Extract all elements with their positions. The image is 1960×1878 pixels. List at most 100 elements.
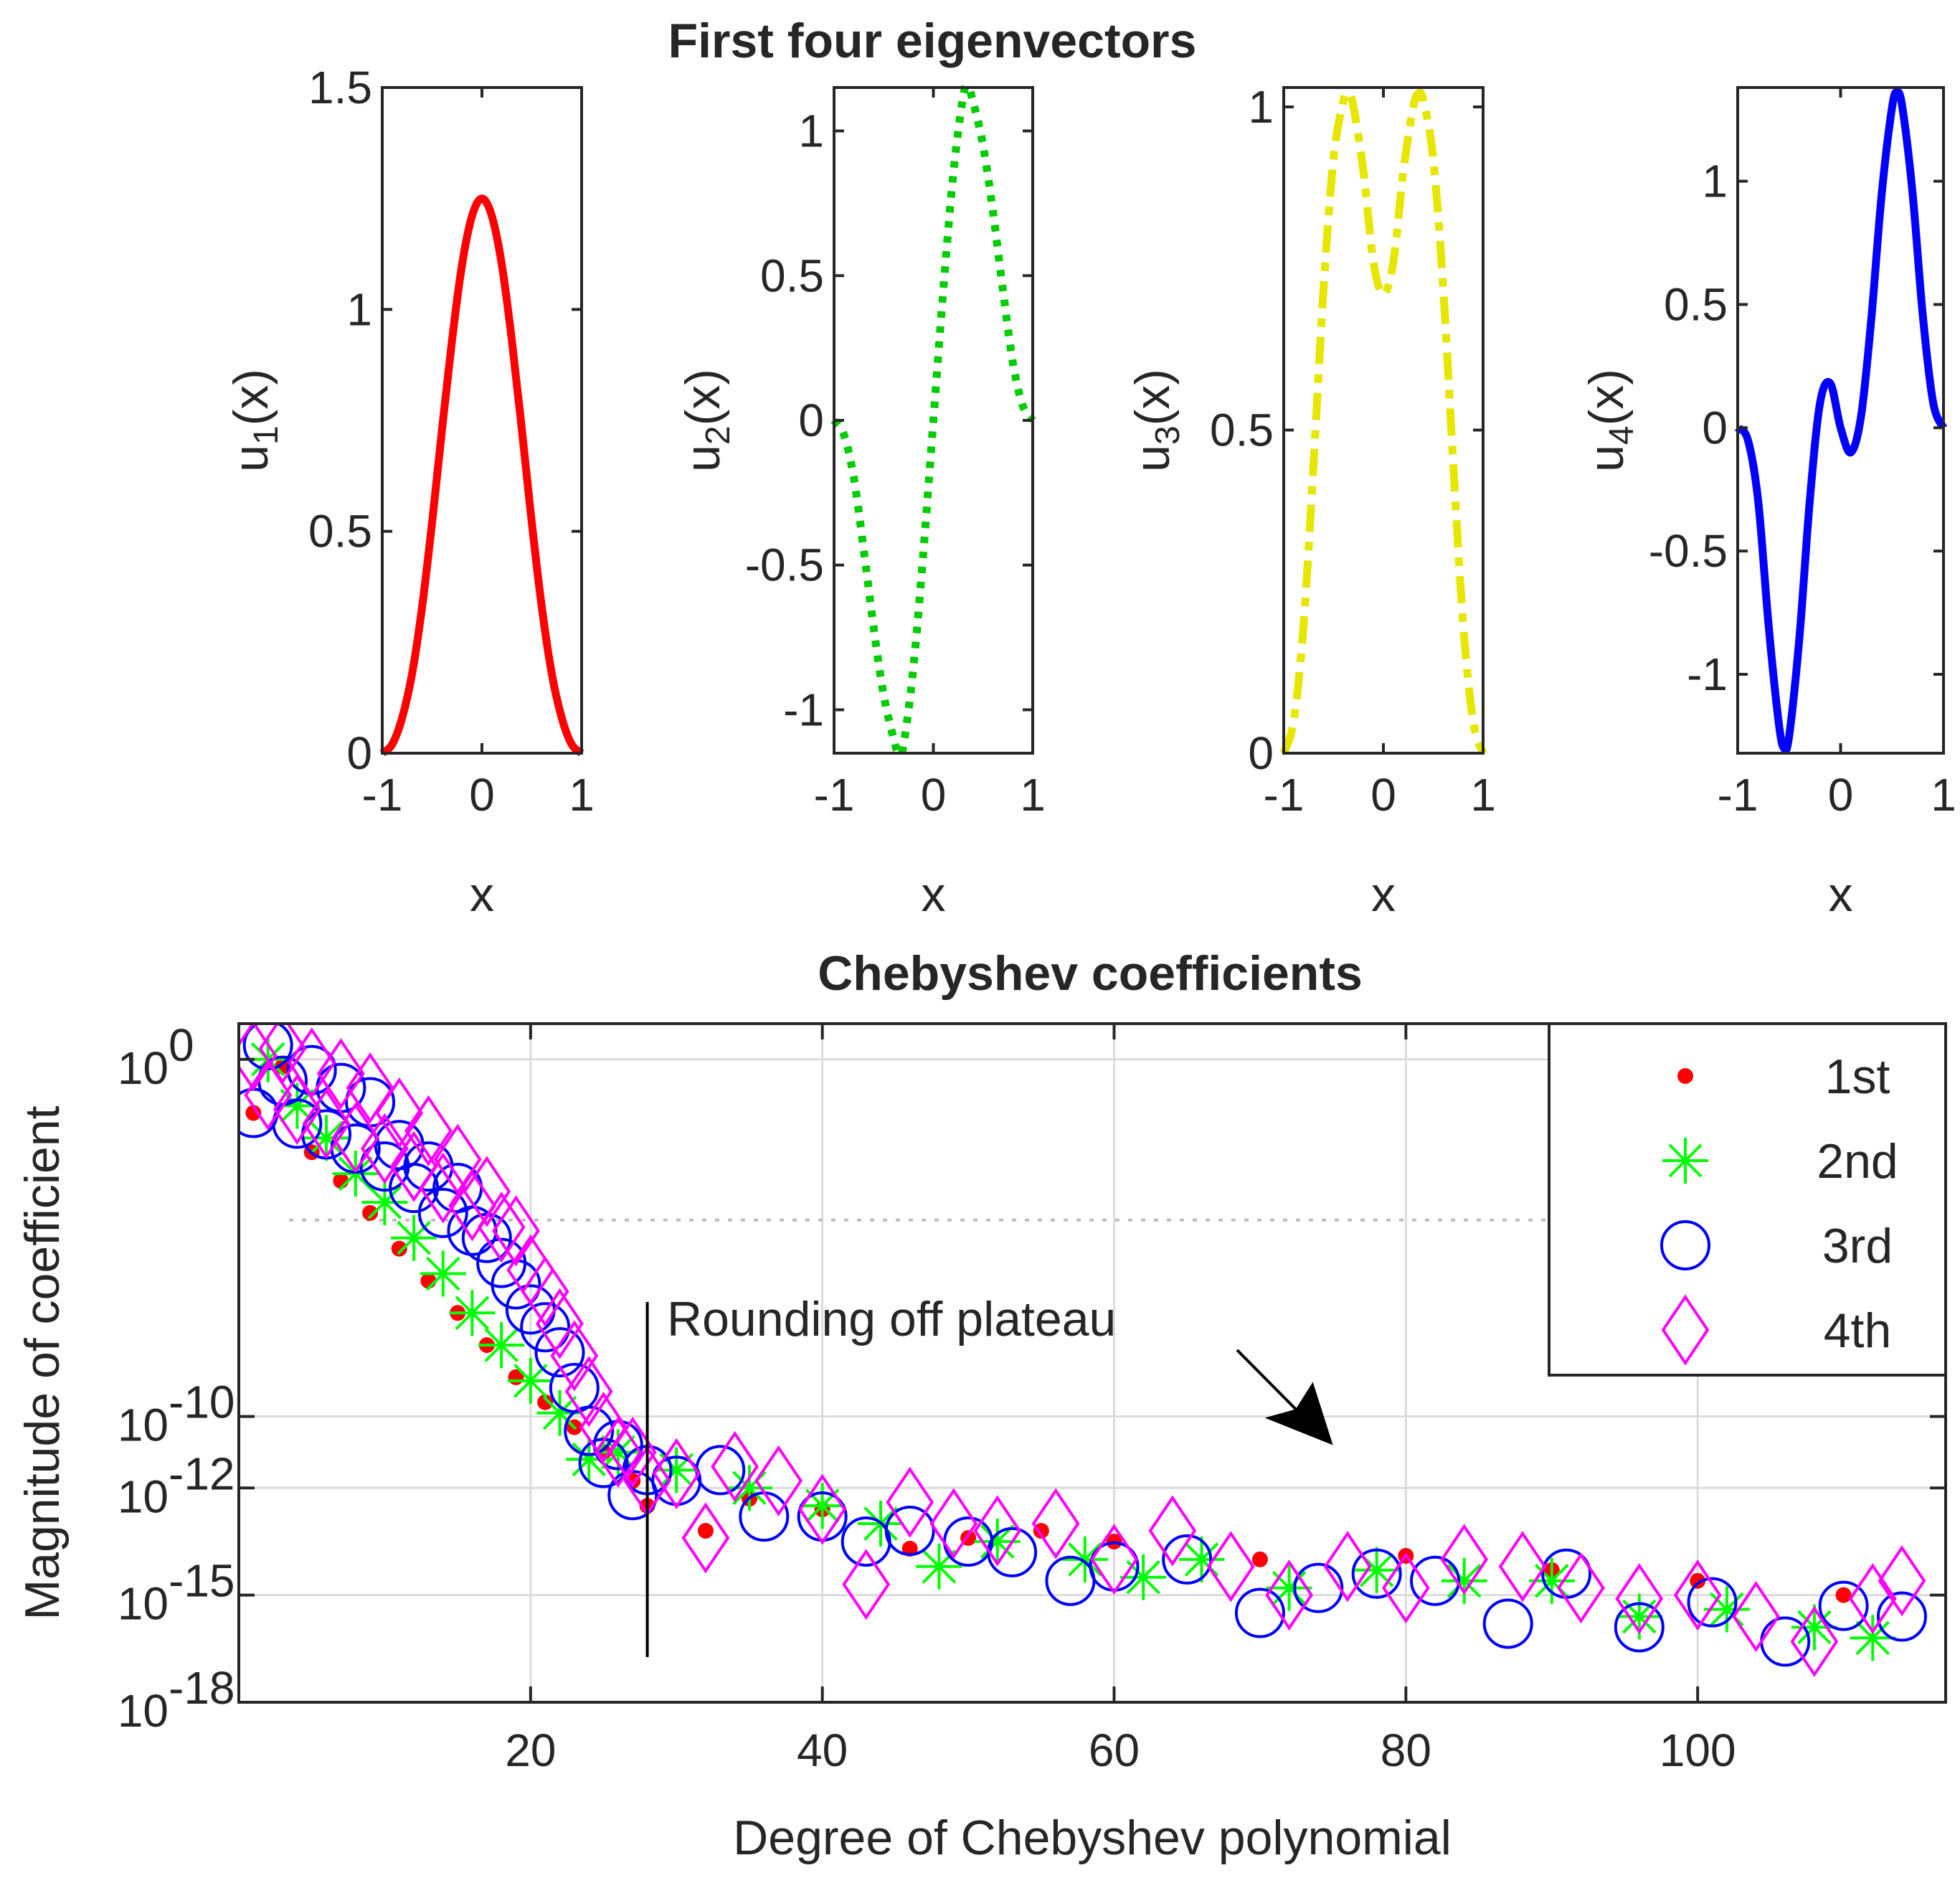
marker-4th — [244, 1060, 293, 1131]
legend-box — [1548, 1022, 1947, 1377]
marker-4th — [419, 1152, 468, 1224]
x-tick-label: 1 — [1470, 769, 1496, 821]
legend-label-1st: 1st — [1825, 1049, 1890, 1104]
marker-2nd — [303, 1115, 350, 1161]
eigenvectors-title: First four eigenvectors — [668, 14, 1197, 68]
marker-2nd — [449, 1290, 496, 1336]
marker-4th — [1206, 1531, 1255, 1603]
eigenvector-curve-u2 — [830, 82, 1036, 759]
y-tick-label: 0.5 — [308, 506, 372, 557]
marker-4th — [463, 1156, 511, 1227]
marker-3rd — [1293, 1562, 1344, 1613]
legend-marker-3rd — [1660, 1220, 1710, 1270]
eigenvector-curve-u4 — [1734, 88, 1948, 755]
annotation-text: Rounding off plateau — [667, 1292, 1116, 1346]
marker-2nd — [536, 1389, 583, 1436]
legend-label-2nd: 2nd — [1817, 1134, 1898, 1189]
marker-4th — [404, 1095, 453, 1166]
marker-2nd — [478, 1322, 525, 1369]
marker-2nd — [1703, 1586, 1750, 1633]
y-tick-label: 0 — [1248, 727, 1274, 779]
marker-2nd — [391, 1214, 437, 1261]
marker-4th — [1878, 1545, 1926, 1617]
legend-marker-1st — [1677, 1068, 1693, 1084]
y-tick-label: 10 — [118, 1578, 169, 1630]
y-axis-label: u4(x) — [1579, 369, 1641, 472]
y-tick-label: -0.5 — [1649, 525, 1728, 577]
x-tick-label: 0 — [921, 769, 947, 821]
marker-3rd — [520, 1302, 571, 1353]
marker-4th — [1790, 1605, 1839, 1677]
marker-layer — [239, 1024, 1927, 1677]
marker-4th — [361, 1113, 409, 1184]
marker-3rd — [534, 1327, 585, 1378]
marker-4th — [288, 1027, 336, 1099]
x-tick-label: -1 — [814, 769, 855, 821]
y-tick-label: 0.5 — [1210, 405, 1274, 456]
x-tick-label: 100 — [1660, 1724, 1736, 1776]
eigenvector-panel-4: -1 0 1 -1 -0.5 0 0.5 1 x u4(x) — [1579, 86, 1956, 922]
y-tick-label: 1.5 — [308, 62, 372, 113]
x-axis-label: Degree of Chebyshev polynomial — [733, 1811, 1452, 1865]
marker-4th — [258, 1024, 307, 1085]
marker-2nd — [1791, 1604, 1837, 1651]
y-tick-label: -0.5 — [745, 539, 824, 591]
eigenvector-curve-u3 — [1279, 88, 1487, 755]
marker-3rd — [1045, 1555, 1096, 1606]
marker-4th — [652, 1438, 701, 1509]
marker-2nd — [566, 1436, 612, 1483]
y-tick-label: -1 — [783, 684, 824, 735]
legend-label-3rd: 3rd — [1822, 1219, 1893, 1273]
marker-3rd — [1482, 1598, 1533, 1649]
y-tick-exponent: -18 — [169, 1662, 235, 1714]
marker-4th — [579, 1392, 628, 1463]
y-tick-label: 0 — [1702, 402, 1728, 453]
marker-2nd — [1120, 1554, 1167, 1600]
marker-4th — [1031, 1488, 1080, 1560]
y-tick-exponent: -10 — [169, 1377, 235, 1428]
y-axis-label: u1(x) — [224, 369, 285, 472]
marker-4th — [1381, 1552, 1430, 1624]
marker-4th — [273, 1073, 321, 1146]
y-tick-label: 0 — [346, 727, 372, 779]
y-tick-label: 10 — [118, 1685, 169, 1737]
x-tick-label: -1 — [362, 769, 403, 821]
marker-1st — [901, 1540, 918, 1557]
marker-4th — [239, 1024, 278, 1092]
x-tick-label: 60 — [1089, 1724, 1140, 1776]
marker-2nd — [974, 1518, 1021, 1565]
marker-4th — [331, 1102, 380, 1174]
marker-2nd — [1616, 1593, 1662, 1640]
marker-4th — [929, 1488, 978, 1560]
y-tick-label: 10 — [118, 1400, 169, 1451]
marker-1st — [697, 1523, 714, 1539]
marker-4th — [1090, 1524, 1138, 1595]
marker-3rd — [1351, 1548, 1402, 1599]
marker-3rd — [272, 1098, 323, 1149]
marker-1st — [362, 1204, 379, 1221]
marker-4th — [1498, 1531, 1547, 1603]
y-axis-label: Magnitude of coefficient — [15, 1105, 70, 1620]
marker-3rd — [1234, 1587, 1285, 1638]
marker-4th — [842, 1549, 891, 1620]
annotation-arrowhead — [1264, 1382, 1333, 1445]
x-tick-label: 0 — [469, 769, 495, 821]
marker-2nd — [1061, 1536, 1108, 1582]
legend-marker-2nd — [1662, 1138, 1708, 1184]
marker-4th — [886, 1466, 934, 1538]
marker-4th — [1557, 1552, 1605, 1624]
y-axis-label: u3(x) — [1125, 369, 1187, 472]
y-tick-label: 1 — [1248, 81, 1274, 133]
marker-2nd — [1353, 1547, 1400, 1593]
marker-2nd — [1178, 1536, 1225, 1582]
marker-3rd — [1162, 1534, 1213, 1585]
marker-4th — [798, 1473, 847, 1545]
marker-1st — [1835, 1587, 1852, 1603]
legend-marker-4th — [1661, 1294, 1710, 1366]
marker-2nd — [799, 1483, 846, 1529]
marker-1st — [537, 1394, 554, 1410]
x-axis-label: x — [922, 867, 946, 922]
